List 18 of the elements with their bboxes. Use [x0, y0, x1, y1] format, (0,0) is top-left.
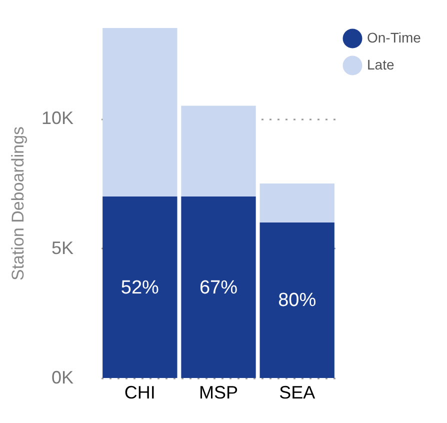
bar: [260, 184, 334, 222]
legend-label: On-Time: [367, 30, 422, 46]
y-tick-label: 10K: [41, 108, 74, 128]
bar: [181, 196, 256, 378]
x-tick-label: MSP: [198, 382, 238, 402]
y-tick-label: 5K: [51, 238, 74, 258]
annotation: 52%: [120, 277, 160, 298]
annotation: 80%: [278, 290, 316, 312]
bar: [260, 222, 334, 378]
x-tick-label: SEA: [279, 382, 316, 402]
y-tick-label: 0K: [51, 368, 74, 388]
legend-label: Late: [367, 56, 394, 72]
bar: [102, 196, 178, 378]
x-tick-label: CHI: [124, 382, 156, 402]
annotation: 67%: [199, 277, 238, 298]
y-axis-title: Station Deboardings: [8, 126, 28, 281]
bar: [181, 106, 256, 197]
bar: [102, 28, 178, 197]
